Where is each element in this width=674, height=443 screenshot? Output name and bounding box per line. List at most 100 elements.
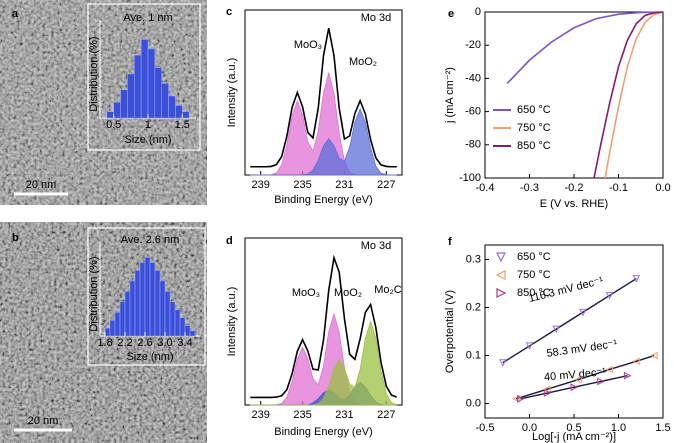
component-label: MoO₂: [334, 287, 362, 299]
y-tick-label: 0.2: [466, 301, 481, 313]
histogram-bar: [149, 262, 156, 337]
x-tick-label: 231: [335, 179, 353, 191]
component-area: [250, 320, 398, 406]
y-tick-label: 0.3: [466, 253, 481, 265]
curve: [593, 11, 664, 179]
x-tick-label: 0.5: [566, 422, 581, 434]
data-point: [574, 375, 582, 384]
histogram-bar: [119, 301, 126, 337]
x-tick-label: 3.4: [177, 337, 192, 349]
curve: [506, 11, 664, 84]
panel-letter: b: [12, 232, 19, 244]
x-tick-label: 231: [335, 409, 353, 421]
histogram-bar: [124, 291, 131, 337]
plot-frame: [484, 244, 664, 419]
slope-annotation: 58.3 mV dec⁻¹: [546, 338, 619, 360]
curve: [604, 11, 664, 179]
data-point: [597, 377, 605, 386]
y-axis-label: Intensity (a.u.): [226, 58, 238, 128]
y-axis-label: Distribution (%): [88, 36, 100, 111]
x-tick-label: -0.2: [565, 182, 584, 194]
histogram-bar: [104, 327, 111, 337]
panel-letter: a: [12, 8, 19, 20]
histogram-bar: [140, 39, 149, 119]
scale-bar-label: 20 nm: [26, 179, 57, 191]
data-point: [632, 275, 641, 283]
y-tick-label: -60: [465, 106, 481, 118]
x-tick-label: 0.0: [655, 182, 670, 194]
x-tick-label: 239: [252, 179, 270, 191]
data-point: [498, 359, 507, 367]
x-tick-label: 227: [377, 179, 395, 191]
legend-label: 750 °C: [517, 122, 551, 134]
y-axis-label: Intensity (a.u.): [226, 287, 238, 357]
histogram-bar: [147, 48, 156, 119]
x-axis-label: Binding Energy (eV): [274, 426, 372, 438]
fit-line: [520, 375, 628, 400]
x-tick-label: 235: [293, 409, 311, 421]
y-axis-label: j (mA cm⁻²): [444, 67, 456, 124]
histogram-bar: [134, 270, 141, 337]
histogram-bar: [164, 291, 171, 337]
x-tick-label: -0.4: [476, 182, 495, 194]
panel-letter: e: [448, 8, 454, 20]
data-point: [605, 365, 614, 374]
data-point: [623, 371, 632, 380]
tem-texture-a: [0, 0, 207, 205]
y-axis-label: Distribution (%): [88, 256, 100, 331]
histogram-bar: [114, 312, 121, 337]
histogram-bar: [106, 111, 114, 119]
component-label: MoO₂: [349, 56, 377, 68]
x-axis-label: Size (nm): [124, 134, 171, 146]
data-point: [512, 394, 520, 403]
annotation: Ave. 2.6 nm: [121, 234, 180, 246]
panel-title: Mo 3d: [361, 240, 392, 252]
histogram-bar: [159, 280, 166, 337]
x-axis-label: E (V vs. RHE): [540, 198, 608, 210]
histogram-bar: [154, 270, 161, 337]
x-tick-label: -0.1: [609, 182, 628, 194]
component-label: Mo₂C: [374, 284, 402, 296]
legend-marker: [496, 288, 507, 298]
histogram-bar: [169, 301, 176, 337]
histogram-bar: [189, 330, 196, 337]
data-point: [543, 389, 552, 397]
legend-label: 650 °C: [517, 251, 551, 263]
histogram-bar: [109, 320, 116, 337]
histogram-bar: [182, 111, 190, 119]
y-tick-label: 0: [475, 6, 481, 18]
data-point: [517, 394, 525, 403]
panel-title: Mo 3d: [361, 12, 392, 24]
histogram-bar: [144, 257, 151, 337]
histogram-bar: [175, 105, 183, 119]
data-point: [579, 308, 587, 317]
x-tick-label: 1: [145, 119, 151, 131]
scale-bar-label: 20 nm: [28, 415, 59, 427]
x-tick-label: 1.5: [175, 119, 190, 131]
y-tick-label: 0.1: [466, 349, 481, 361]
x-tick-label: 1.0: [611, 422, 626, 434]
x-tick-label: 2.2: [117, 337, 132, 349]
component-label: MoO₃: [292, 287, 320, 299]
histogram-bar: [134, 54, 142, 119]
histogram-bar: [168, 95, 176, 119]
x-tick-label: 1.8: [97, 337, 112, 349]
histogram-bar: [129, 280, 136, 337]
histogram-bar: [161, 83, 169, 119]
y-tick-label: -40: [465, 72, 481, 84]
histogram-bar: [184, 325, 191, 337]
x-axis-label: Size (nm): [126, 351, 173, 363]
y-tick-label: -100: [459, 172, 481, 184]
legend-label: 850 °C: [517, 140, 551, 152]
x-tick-label: 3.0: [157, 337, 172, 349]
legend-marker: [495, 270, 506, 280]
histogram-bar: [139, 262, 146, 337]
histogram-bar: [127, 73, 135, 119]
legend-label: 650 °C: [517, 104, 551, 116]
x-tick-label: 1.5: [655, 422, 670, 434]
x-axis-label: Log[-j (mA cm⁻²)]: [532, 431, 616, 443]
x-tick-label: 235: [293, 179, 311, 191]
panel-letter: f: [448, 236, 452, 248]
